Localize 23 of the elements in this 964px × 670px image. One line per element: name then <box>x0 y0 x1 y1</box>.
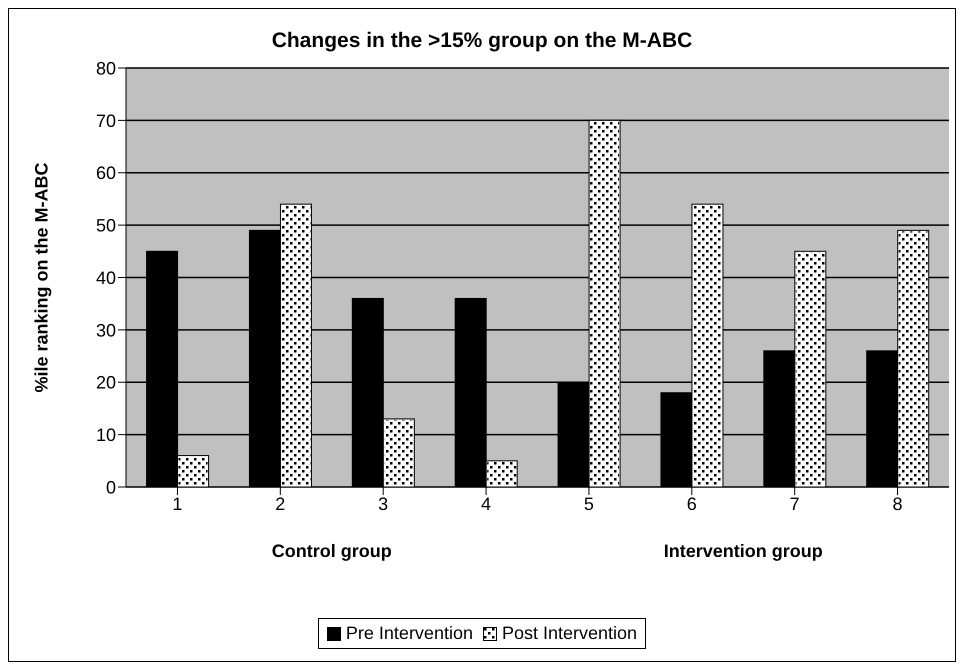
y-tick-label: 20 <box>96 372 116 393</box>
y-tick-label: 70 <box>96 110 116 131</box>
x-tick-label: 4 <box>481 494 492 514</box>
y-tick-label: 50 <box>96 216 116 236</box>
x-tick-label: 8 <box>892 494 903 514</box>
y-tick-label: 10 <box>96 425 116 446</box>
legend-label: Post Intervention <box>502 623 638 644</box>
x-tick-label: 6 <box>686 494 697 514</box>
chart-title: Changes in the >15% group on the M-ABC <box>270 29 694 53</box>
text: Intervention group <box>662 541 824 562</box>
y-axis-title: %ile ranking on the M-ABC <box>31 162 52 393</box>
y-tick-label: 30 <box>96 320 116 340</box>
y-tick-label: 40 <box>96 268 116 288</box>
x-tick-label: 7 <box>790 494 800 514</box>
y-tick-label: 60 <box>96 163 116 184</box>
text: Control group <box>270 541 393 562</box>
y-tick-label: 0 <box>106 477 116 498</box>
x-tick-label: 5 <box>584 494 594 514</box>
y-tick-label: 80 <box>96 58 116 78</box>
legend-label: Pre Intervention <box>346 623 473 644</box>
x-tick-label: 2 <box>275 494 286 514</box>
x-tick-label: 1 <box>172 494 182 514</box>
x-tick-label: 3 <box>378 494 388 514</box>
